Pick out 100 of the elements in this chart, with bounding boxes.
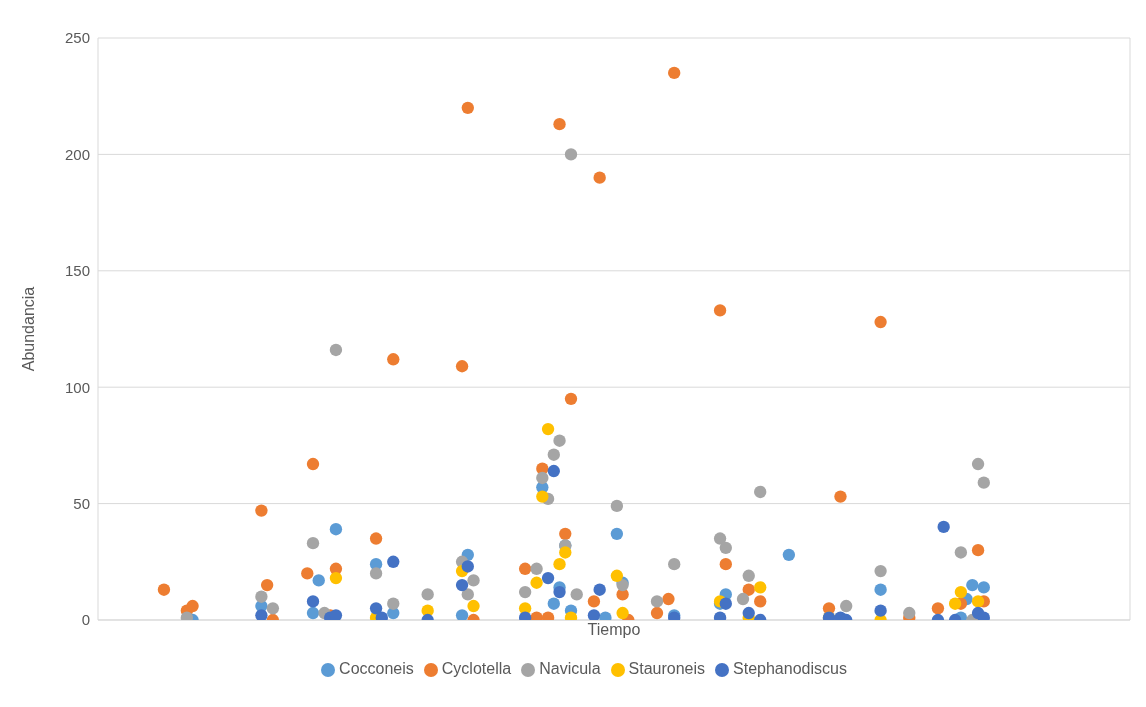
y-tick-label: 100	[64, 378, 90, 396]
point	[954, 546, 968, 559]
point	[306, 595, 320, 608]
point	[616, 606, 629, 620]
point	[461, 560, 474, 573]
point	[593, 583, 606, 596]
point	[467, 599, 480, 613]
point	[834, 490, 847, 503]
point	[547, 448, 560, 461]
point	[306, 457, 320, 471]
point	[719, 557, 732, 571]
point	[186, 599, 199, 613]
point	[754, 595, 767, 608]
point	[971, 595, 985, 608]
point	[610, 527, 624, 541]
legend-label: Cyclotella	[441, 660, 512, 677]
point	[530, 562, 543, 575]
point	[754, 581, 767, 594]
point	[518, 585, 532, 599]
point	[467, 574, 480, 587]
y-tick-label: 0	[81, 611, 90, 629]
point	[329, 571, 343, 585]
point	[553, 557, 566, 571]
point	[455, 578, 469, 592]
point	[874, 564, 887, 578]
point	[719, 597, 732, 610]
point	[541, 571, 555, 585]
point	[593, 171, 606, 184]
point	[564, 392, 578, 406]
point	[536, 471, 549, 485]
y-tick-label: 200	[64, 145, 90, 163]
point	[541, 422, 555, 436]
point	[387, 353, 400, 366]
point	[742, 569, 755, 582]
point	[369, 602, 383, 615]
point	[455, 609, 469, 620]
point	[971, 543, 985, 557]
x-axis-title: Tiempo	[587, 621, 641, 639]
point	[564, 148, 578, 161]
point	[650, 606, 664, 620]
point	[971, 457, 985, 471]
point	[559, 527, 572, 541]
point	[553, 585, 566, 599]
legend-label: Stauroneis	[628, 660, 706, 677]
point	[312, 574, 325, 587]
point	[668, 66, 681, 80]
y-tick-label: 50	[73, 494, 90, 512]
point	[719, 541, 732, 554]
point	[782, 548, 796, 561]
point	[559, 546, 572, 559]
point	[553, 434, 566, 447]
point	[840, 599, 853, 613]
point	[966, 578, 979, 592]
point	[455, 360, 469, 373]
point	[736, 592, 750, 606]
point	[306, 606, 320, 620]
point	[713, 532, 727, 545]
point	[874, 315, 887, 329]
point	[329, 523, 343, 536]
point	[387, 597, 400, 610]
point	[874, 583, 887, 596]
point	[255, 609, 268, 620]
point	[874, 604, 887, 617]
y-tick-label: 150	[64, 262, 90, 280]
legend-label: Navicula	[539, 660, 601, 677]
point	[570, 588, 583, 601]
point	[977, 476, 990, 489]
point	[610, 499, 624, 513]
point	[530, 576, 543, 589]
y-axis-title: Abundancia	[19, 286, 37, 372]
point	[948, 597, 962, 610]
point	[369, 567, 383, 580]
point	[754, 485, 767, 499]
point	[329, 609, 343, 620]
point	[329, 343, 343, 357]
point	[668, 557, 681, 571]
point	[610, 569, 624, 582]
point	[369, 532, 383, 545]
point	[157, 583, 171, 596]
point	[461, 588, 474, 601]
point	[903, 606, 916, 620]
legend-label: Stephanodiscus	[733, 660, 847, 677]
point	[742, 606, 755, 620]
point	[587, 609, 601, 620]
point	[421, 588, 434, 601]
point	[266, 602, 280, 615]
legend-label: Cocconeis	[339, 660, 414, 677]
point	[518, 562, 532, 575]
point	[387, 555, 400, 568]
point	[662, 592, 675, 606]
point	[650, 595, 664, 608]
point	[931, 602, 945, 615]
point	[587, 595, 601, 608]
point	[553, 117, 566, 131]
point	[547, 597, 560, 610]
y-tick-label: 250	[64, 29, 90, 47]
point	[937, 520, 950, 534]
point	[742, 583, 755, 596]
point	[301, 567, 314, 580]
point	[461, 101, 474, 115]
